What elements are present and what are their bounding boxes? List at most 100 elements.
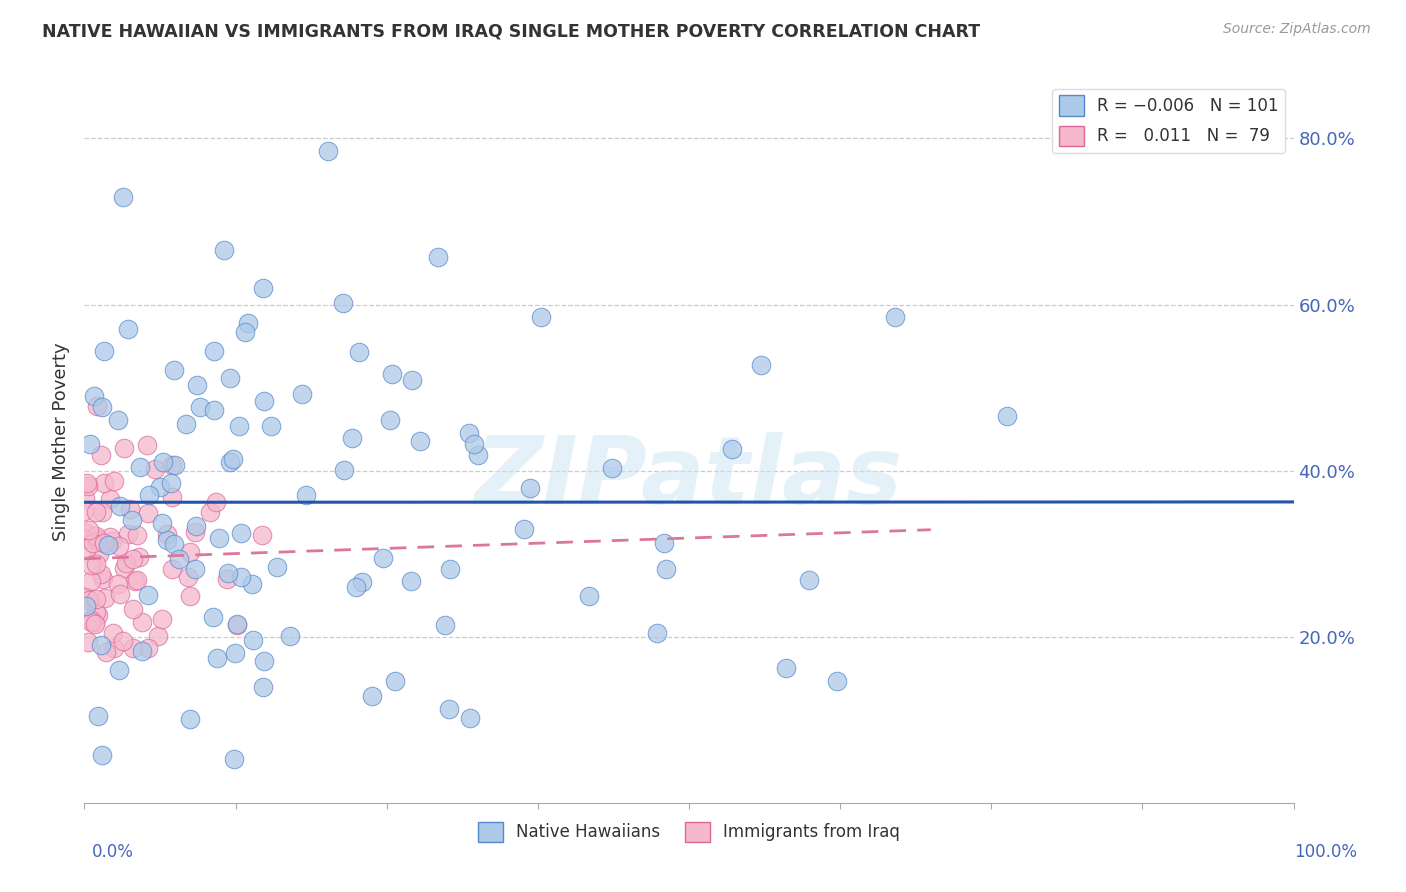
Point — [749, 359, 772, 373]
Point — [90, 639, 112, 653]
Point — [124, 574, 146, 588]
Legend: Native Hawaiians, Immigrants from Iraq: Native Hawaiians, Immigrants from Iraq — [471, 815, 907, 848]
Point — [883, 310, 905, 324]
Point — [111, 190, 134, 204]
Point — [160, 562, 183, 576]
Point — [205, 495, 228, 509]
Point — [84, 605, 107, 619]
Point — [253, 654, 276, 668]
Point — [86, 533, 108, 547]
Point — [720, 442, 742, 457]
Point — [513, 522, 536, 536]
Point — [361, 689, 384, 703]
Point — [439, 562, 461, 576]
Point — [995, 409, 1018, 424]
Point — [233, 325, 256, 339]
Point — [91, 748, 114, 763]
Point — [93, 591, 115, 605]
Point — [458, 425, 481, 440]
Point — [152, 516, 174, 530]
Point — [159, 475, 181, 490]
Point — [112, 441, 135, 455]
Point — [84, 529, 107, 543]
Point — [645, 625, 668, 640]
Point — [266, 560, 288, 574]
Point — [79, 558, 101, 572]
Point — [83, 389, 105, 403]
Point — [121, 640, 143, 655]
Point — [103, 640, 125, 655]
Point — [118, 502, 141, 516]
Point — [290, 386, 312, 401]
Point — [654, 536, 676, 550]
Point — [463, 437, 485, 451]
Point — [218, 455, 240, 469]
Point — [222, 452, 245, 467]
Point — [344, 580, 367, 594]
Point — [186, 378, 208, 392]
Point — [231, 569, 253, 583]
Point — [352, 575, 374, 590]
Point — [332, 296, 354, 310]
Point — [236, 316, 259, 330]
Point — [91, 572, 114, 586]
Point — [825, 673, 848, 688]
Point — [107, 577, 129, 591]
Point — [401, 373, 423, 387]
Point — [149, 480, 172, 494]
Point — [76, 541, 98, 555]
Point — [427, 251, 450, 265]
Point — [80, 615, 103, 630]
Point — [179, 589, 201, 603]
Point — [349, 345, 371, 359]
Point — [240, 577, 263, 591]
Point — [75, 526, 97, 541]
Point — [101, 626, 124, 640]
Point — [93, 343, 115, 358]
Point — [96, 645, 118, 659]
Point — [112, 560, 135, 574]
Point — [224, 646, 246, 660]
Point — [138, 487, 160, 501]
Point — [125, 528, 148, 542]
Point — [98, 492, 121, 507]
Point — [121, 513, 143, 527]
Point — [84, 532, 107, 546]
Point — [131, 644, 153, 658]
Point — [76, 479, 98, 493]
Point — [87, 607, 110, 622]
Point — [93, 475, 115, 490]
Point — [136, 588, 159, 602]
Point — [188, 400, 211, 414]
Point — [155, 533, 177, 548]
Point — [250, 528, 273, 542]
Point — [75, 532, 97, 546]
Point — [252, 680, 274, 694]
Point — [179, 712, 201, 726]
Point — [229, 526, 252, 541]
Point — [77, 592, 100, 607]
Point — [167, 552, 190, 566]
Point — [165, 458, 187, 472]
Point — [125, 573, 148, 587]
Point — [82, 535, 104, 549]
Point — [384, 673, 406, 688]
Text: 100.0%: 100.0% — [1294, 843, 1357, 861]
Point — [202, 610, 225, 624]
Point — [179, 545, 201, 559]
Point — [183, 562, 205, 576]
Point — [73, 491, 96, 506]
Point — [117, 527, 139, 541]
Point — [128, 459, 150, 474]
Point — [202, 403, 225, 417]
Point — [242, 633, 264, 648]
Point — [183, 524, 205, 539]
Point — [578, 589, 600, 603]
Point — [600, 460, 623, 475]
Point — [76, 635, 98, 649]
Point — [90, 400, 112, 414]
Point — [77, 523, 100, 537]
Point — [162, 490, 184, 504]
Point — [121, 602, 143, 616]
Point — [90, 448, 112, 462]
